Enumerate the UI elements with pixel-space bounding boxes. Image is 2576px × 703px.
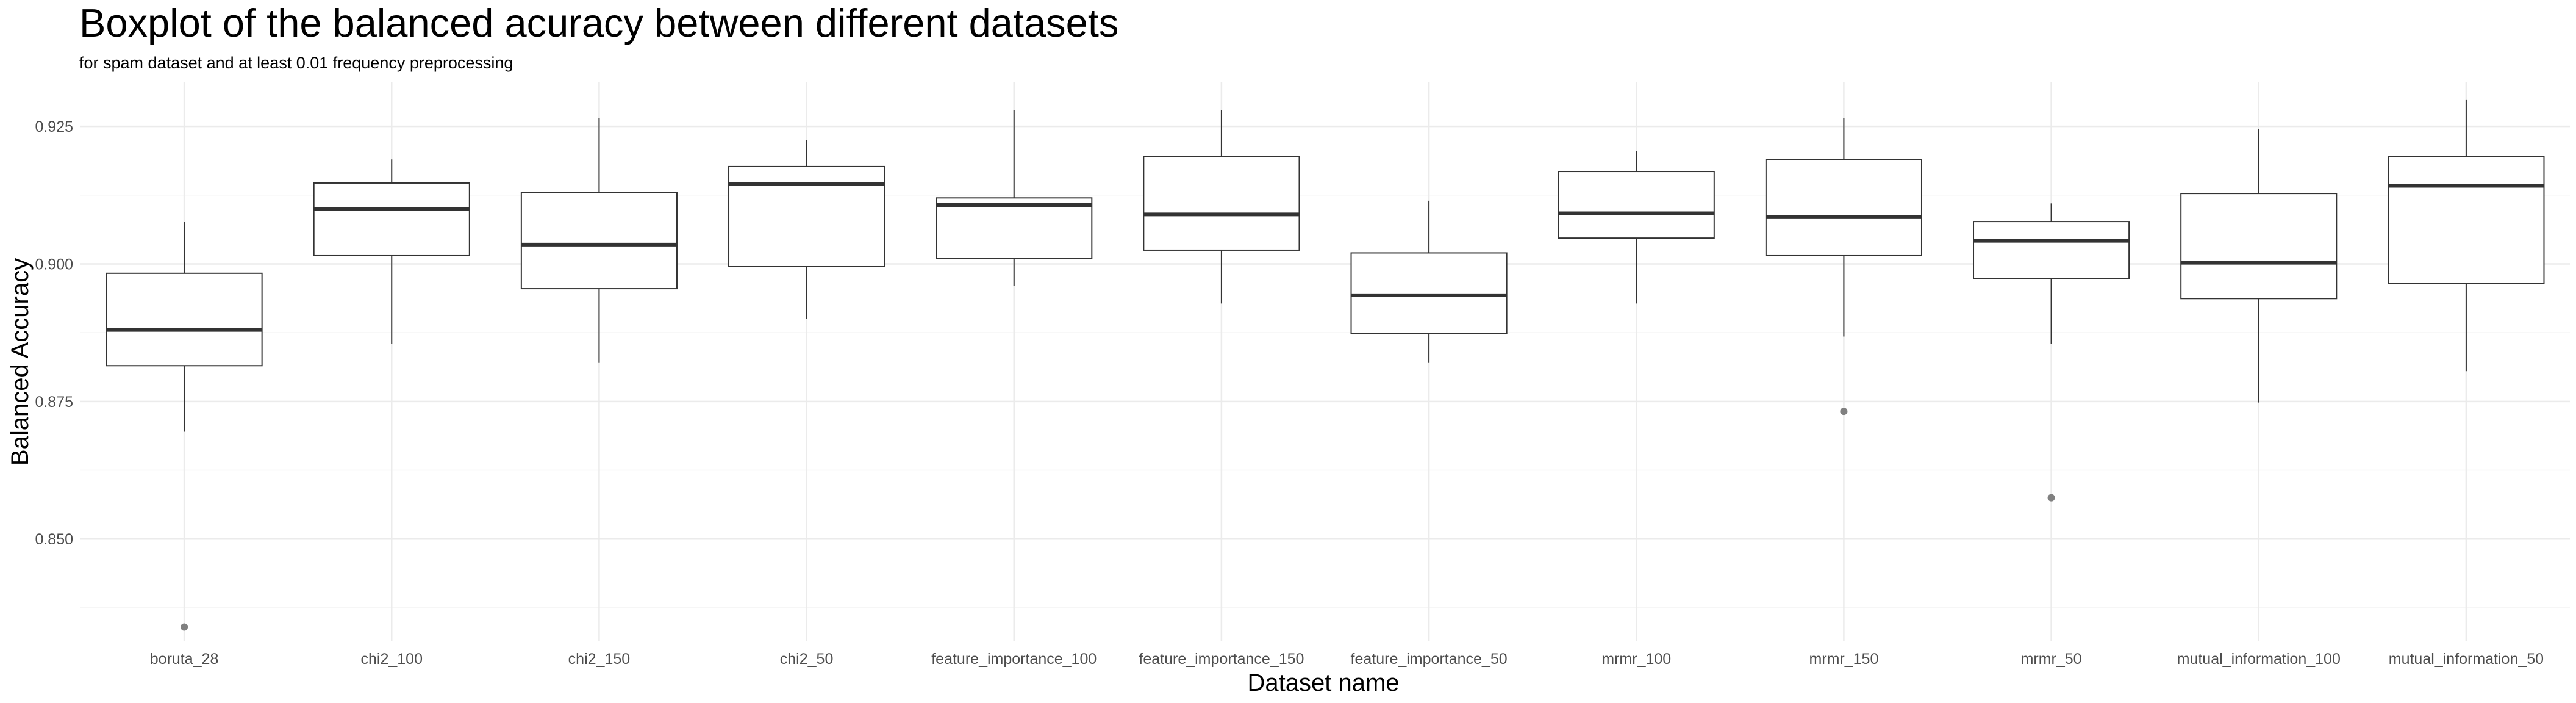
y-tick-label: 0.850: [35, 531, 73, 548]
x-tick-label: chi2_100: [361, 651, 423, 668]
outlier-point: [1840, 408, 1848, 416]
chart-subtitle: for spam dataset and at least 0.01 frequ…: [79, 54, 513, 72]
y-tick-label: 0.875: [35, 394, 73, 411]
x-tick-label: mrmr_50: [2021, 651, 2082, 668]
chart-title: Boxplot of the balanced acuracy between …: [79, 1, 1119, 45]
box-iqr: [1350, 252, 1508, 334]
x-tick-label: mutual_information_100: [2177, 651, 2341, 668]
box-iqr: [2388, 156, 2545, 284]
outlier-point: [181, 623, 188, 631]
y-tick-label: 0.900: [35, 256, 73, 273]
box-mutual_information_50: [2388, 99, 2545, 372]
box-iqr: [106, 272, 263, 367]
box-iqr: [2180, 193, 2338, 300]
box-boruta_28: [106, 222, 263, 631]
box-mrmr_50: [1973, 203, 2130, 502]
x-tick-label: chi2_50: [780, 651, 834, 668]
x-tick-label: feature_importance_150: [1139, 651, 1304, 668]
boxes: [106, 99, 2545, 631]
box-iqr: [936, 197, 1093, 259]
axis-ticks: 0.850 0.875 0.900 0.925 boruta_28 chi2_100 chi…: [35, 118, 2544, 668]
box-iqr: [313, 182, 470, 256]
box-feature_importance_50: [1350, 200, 1508, 363]
x-tick-label: mrmr_100: [1601, 651, 1671, 668]
box-chi2_150: [520, 118, 678, 363]
outlier-point: [2047, 494, 2055, 502]
x-tick-label: feature_importance_50: [1351, 651, 1508, 668]
box-feature_importance_150: [1143, 110, 1300, 304]
box-iqr: [1143, 156, 1300, 251]
box-iqr: [1765, 159, 1922, 256]
box-mrmr_150: [1765, 118, 1922, 416]
y-tick-label: 0.925: [35, 118, 73, 135]
box-chi2_50: [728, 140, 886, 319]
x-tick-label: feature_importance_100: [931, 651, 1097, 668]
grid-lines: [80, 82, 2570, 641]
y-axis-label: Balanced Accuracy: [7, 258, 34, 466]
x-axis-label: Dataset name: [1247, 669, 1399, 696]
box-mutual_information_100: [2180, 129, 2338, 403]
box-iqr: [1973, 221, 2130, 279]
x-tick-label: mrmr_150: [1809, 651, 1878, 668]
box-mrmr_100: [1558, 151, 1715, 304]
box-feature_importance_100: [936, 110, 1093, 286]
box-iqr: [1558, 171, 1715, 239]
x-tick-label: boruta_28: [150, 651, 219, 668]
box-chi2_100: [313, 159, 470, 344]
x-tick-label: chi2_150: [568, 651, 630, 668]
box-iqr: [728, 165, 886, 267]
x-tick-label: mutual_information_50: [2389, 651, 2544, 668]
box-iqr: [520, 192, 678, 290]
